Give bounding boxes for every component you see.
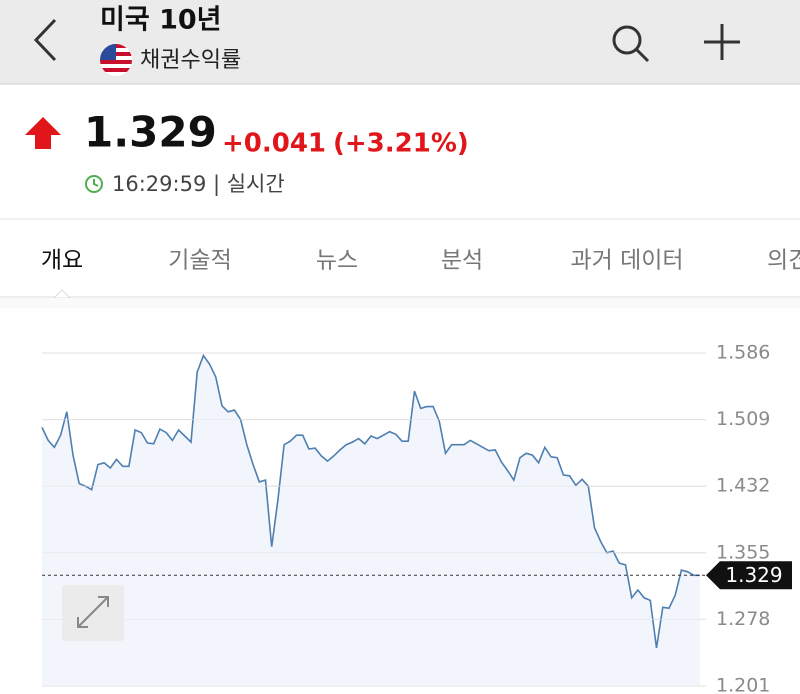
tab-indicator	[52, 289, 72, 299]
time: 16:29:59 | 실시간	[112, 172, 285, 197]
tab-shadow	[0, 298, 800, 308]
tab-bar: 개요 기술적 뉴스 분석 과거 데이터 의견	[41, 248, 800, 274]
back-button[interactable]	[33, 18, 57, 62]
y-tick-label: 1.278	[716, 608, 770, 630]
y-tick-label: 1.355	[716, 541, 770, 563]
tab[interactable]: 뉴스	[316, 248, 358, 274]
line	[41, 353, 700, 649]
tab[interactable]: 과거 데이터	[570, 248, 683, 274]
y-tick-label: 1.509	[716, 408, 770, 430]
expand-button[interactable]	[62, 585, 124, 641]
clock-icon	[85, 175, 103, 193]
title: 미국 10년	[100, 5, 222, 36]
tab[interactable]: 기술적	[168, 248, 231, 274]
price: 1.329	[84, 108, 217, 157]
tab[interactable]: 의견	[767, 248, 800, 274]
add-button[interactable]	[704, 24, 740, 60]
us-flag	[100, 44, 132, 76]
search-button[interactable]	[612, 25, 650, 63]
current-value-tag	[706, 561, 792, 590]
current-value-label: 1.329	[725, 563, 782, 587]
y-tick-label: 1.432	[716, 475, 770, 497]
tab[interactable]: 분석	[441, 248, 483, 274]
change: +0.041	[222, 129, 326, 159]
up-arrow	[25, 117, 61, 149]
change-percent: (+3.21%)	[333, 129, 469, 159]
tab[interactable]: 개요	[41, 248, 83, 274]
y-tick-label: 1.586	[716, 342, 770, 364]
subtitle: 채권수익률	[140, 48, 241, 73]
area	[42, 355, 700, 686]
y-tick-label: 1.201	[716, 675, 770, 694]
header-bar	[0, 0, 800, 84]
